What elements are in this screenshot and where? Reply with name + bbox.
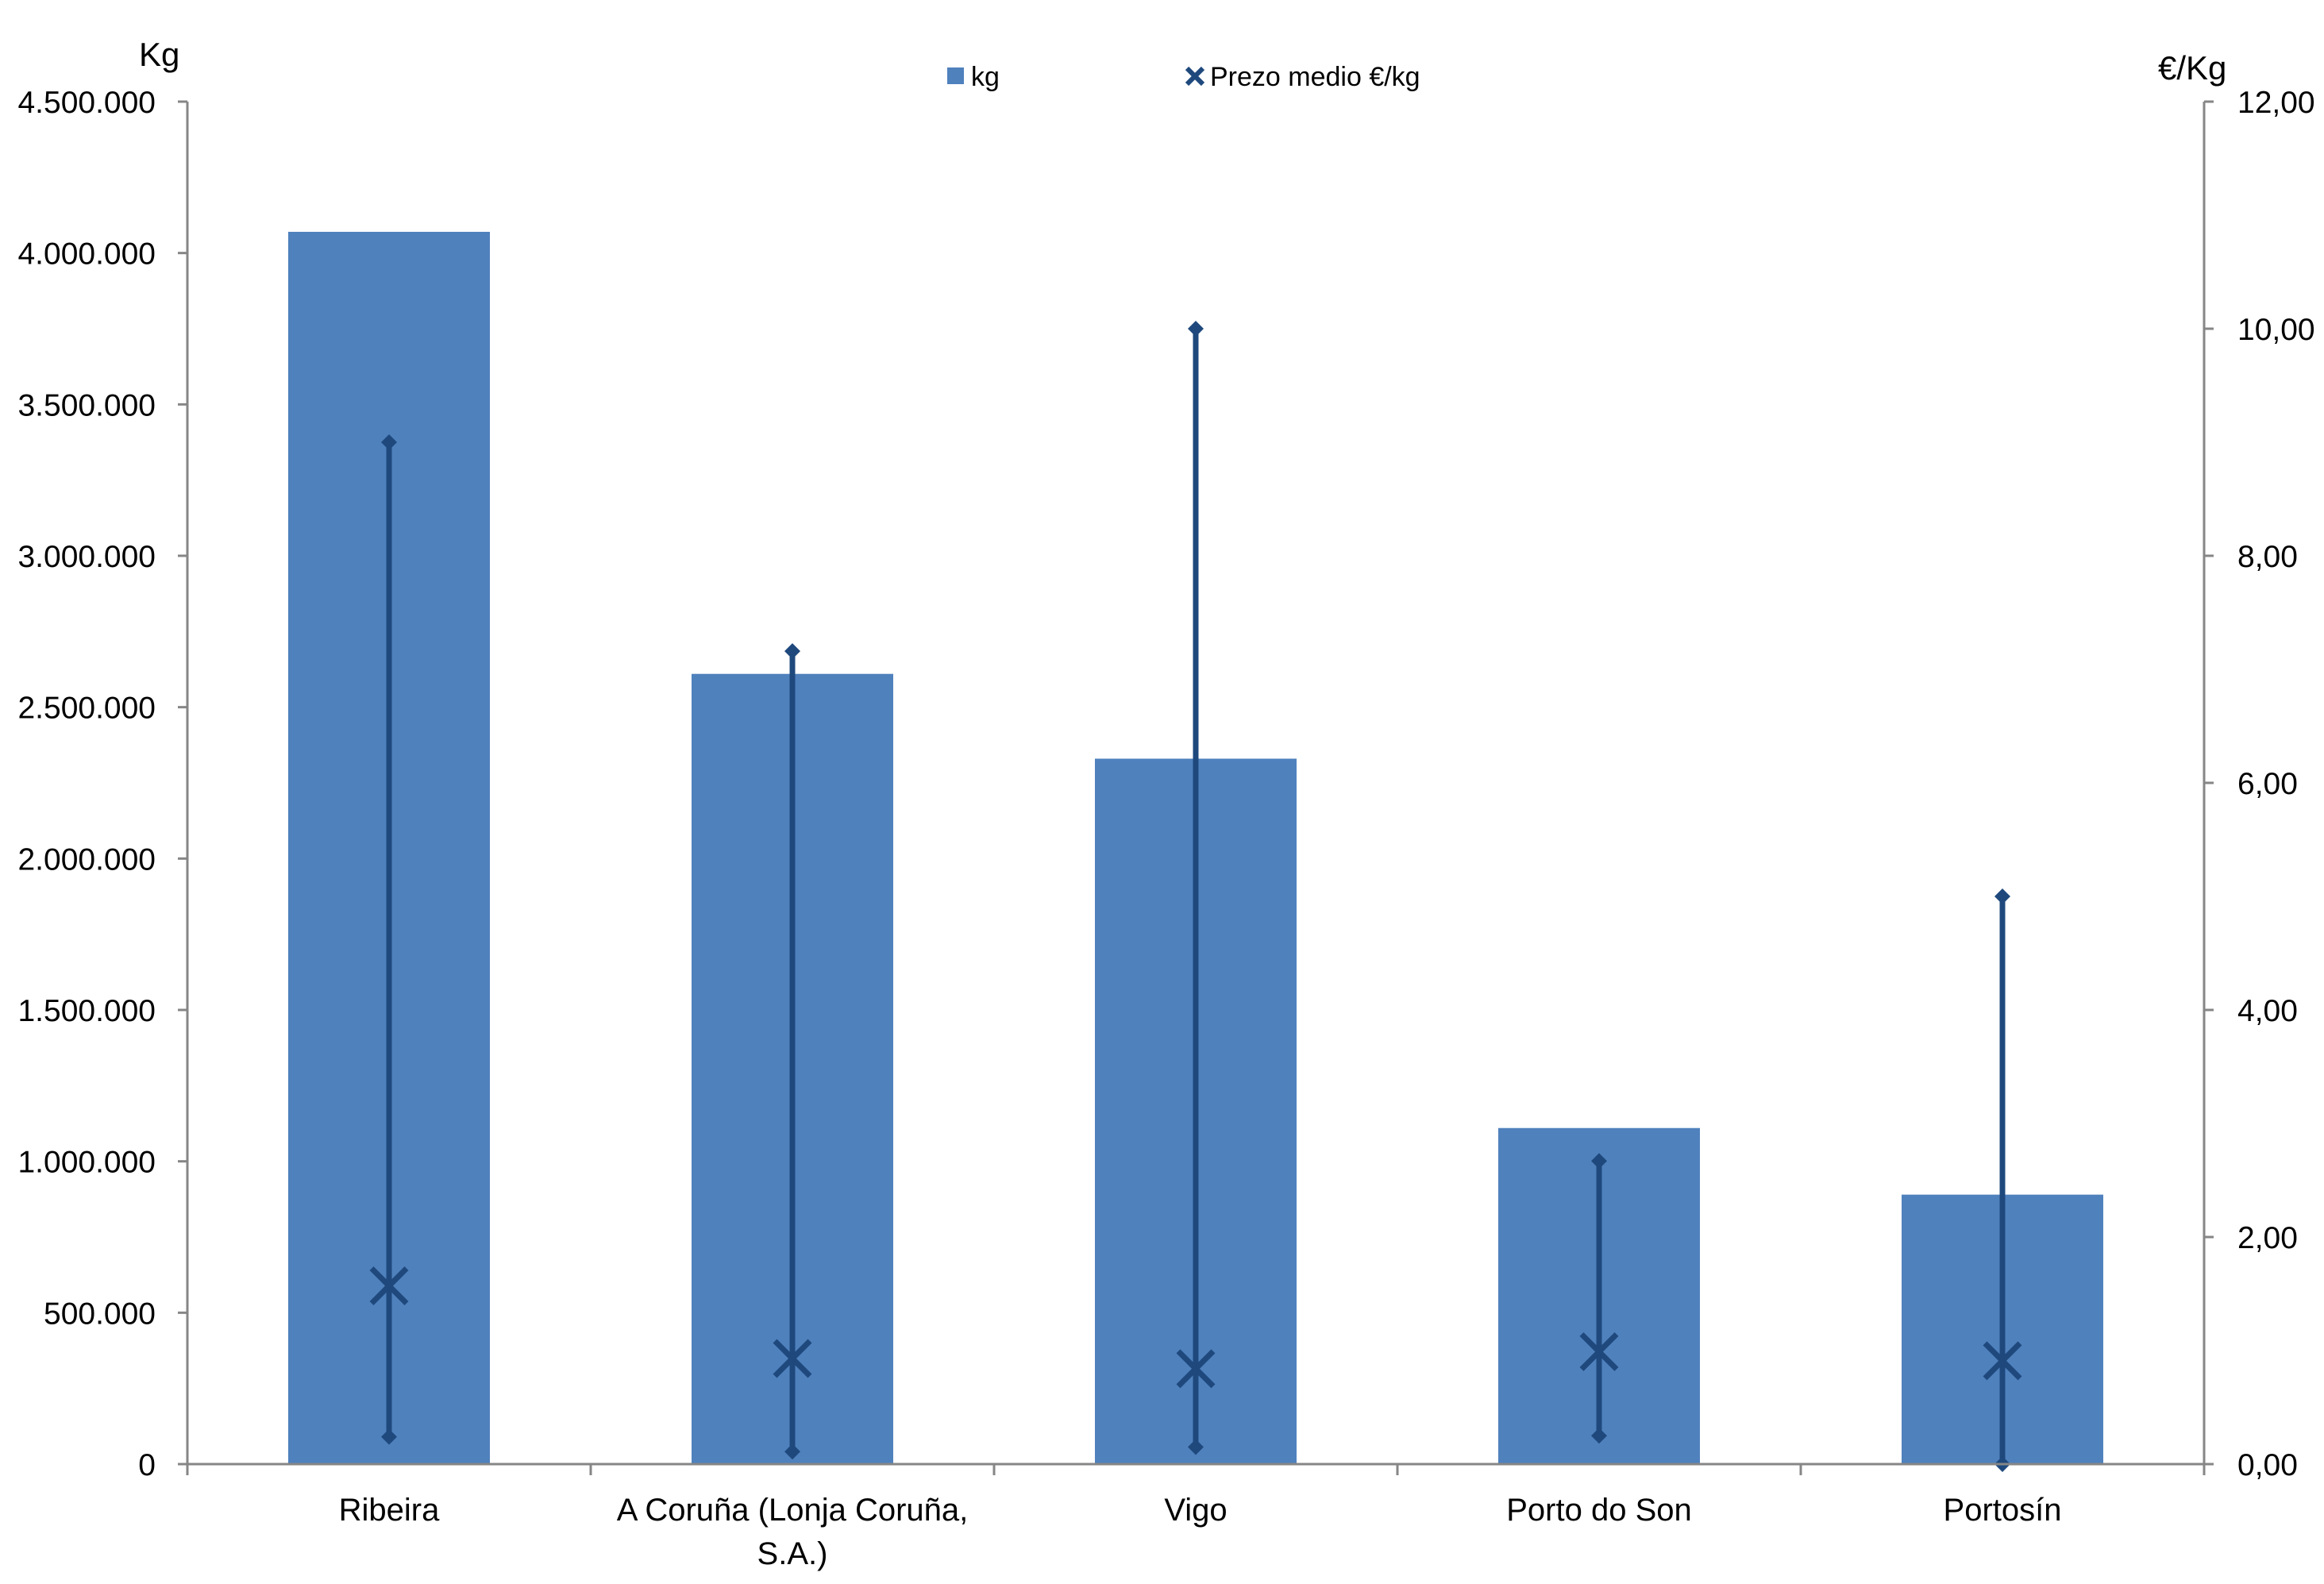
left-tick-label-4: 2.000.000 bbox=[17, 842, 156, 877]
left-tick-label-5: 2.500.000 bbox=[17, 692, 156, 726]
category-label-4: Portosín bbox=[1944, 1493, 2062, 1528]
legend-label-kg: kg bbox=[971, 62, 1000, 92]
left-tick-label-8: 4.000.000 bbox=[17, 237, 156, 272]
category-label-3: Porto do Son bbox=[1506, 1493, 1692, 1528]
left-axis-ticks: 0 500.000 1.000.000 1.500.000 2.000.000 2.500… bbox=[17, 86, 187, 1482]
right-tick-label-4: 8,00 bbox=[2237, 540, 2298, 574]
avg-price-marker-2 bbox=[1176, 1349, 1216, 1389]
avg-price-marker-4 bbox=[1983, 1341, 2022, 1381]
price-min-marker-2 bbox=[1188, 1439, 1204, 1455]
price-min-marker-0 bbox=[381, 1428, 397, 1445]
legend: kg Prezo medio €/kg bbox=[947, 62, 1420, 92]
legend-label-price: Prezo medio €/kg bbox=[1210, 62, 1420, 92]
category-label-0: Ribeira bbox=[339, 1493, 440, 1528]
price-max-marker-0 bbox=[381, 434, 397, 450]
category-label-2: Vigo bbox=[1164, 1493, 1227, 1528]
left-tick-label-3: 1.500.000 bbox=[17, 994, 156, 1028]
right-tick-label-6: 12,00 bbox=[2237, 86, 2315, 120]
category-label-1: A Coruña (Lonja Coruña, S.A.) bbox=[617, 1493, 969, 1571]
price-max-marker-2 bbox=[1188, 321, 1204, 337]
category-labels: Ribeira A Coruña (Lonja Coruña, S.A.) Vigo P… bbox=[186, 1464, 2206, 1571]
price-max-marker-1 bbox=[784, 643, 800, 660]
left-tick-label-1: 500.000 bbox=[44, 1297, 156, 1331]
right-tick-label-5: 10,00 bbox=[2237, 313, 2315, 347]
avg-price-marker-3 bbox=[1579, 1332, 1619, 1371]
avg-price-marker-1 bbox=[773, 1339, 812, 1378]
price-max-marker-3 bbox=[1591, 1153, 1607, 1170]
left-tick-label-7: 3.500.000 bbox=[17, 388, 156, 422]
right-tick-label-3: 6,00 bbox=[2237, 767, 2298, 801]
left-tick-label-2: 1.000.000 bbox=[17, 1146, 156, 1180]
right-axis-unit: €/Kg bbox=[2158, 49, 2226, 87]
avg-price-marker-0 bbox=[369, 1266, 409, 1305]
right-axis-ticks: 0,00 2,00 4,00 6,00 8,00 10,00 12,00 bbox=[2204, 86, 2315, 1482]
price-min-marker-3 bbox=[1591, 1428, 1607, 1444]
legend-swatch-kg bbox=[947, 67, 964, 84]
left-axis-unit: Kg bbox=[139, 36, 179, 73]
price-min-marker-1 bbox=[784, 1443, 800, 1460]
legend-marker-price bbox=[1185, 66, 1205, 87]
right-tick-label-2: 4,00 bbox=[2237, 994, 2298, 1028]
price-max-marker-4 bbox=[1994, 888, 2010, 904]
right-tick-label-0: 0,00 bbox=[2237, 1448, 2298, 1482]
left-tick-label-6: 3.000.000 bbox=[17, 540, 156, 574]
price-ranges-layer bbox=[369, 321, 2022, 1472]
left-tick-label-0: 0 bbox=[138, 1448, 156, 1482]
right-tick-label-1: 2,00 bbox=[2237, 1221, 2298, 1255]
left-tick-label-9: 4.500.000 bbox=[17, 86, 156, 120]
